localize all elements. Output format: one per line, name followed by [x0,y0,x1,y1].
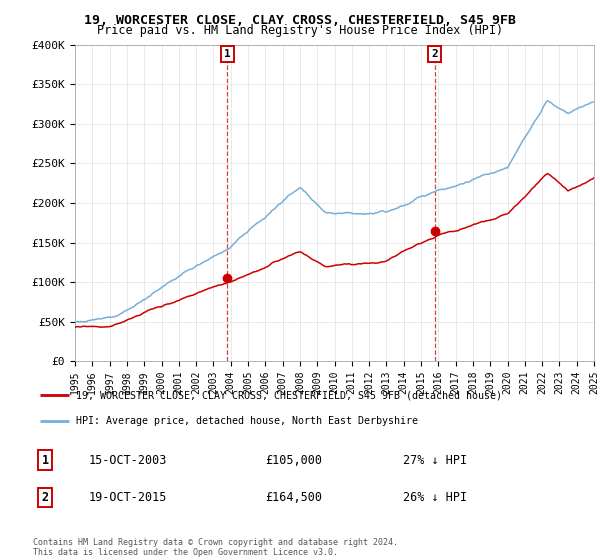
Text: £164,500: £164,500 [265,491,322,504]
Text: Contains HM Land Registry data © Crown copyright and database right 2024.
This d: Contains HM Land Registry data © Crown c… [33,538,398,557]
Text: 19, WORCESTER CLOSE, CLAY CROSS, CHESTERFIELD, S45 9FB (detached house): 19, WORCESTER CLOSE, CLAY CROSS, CHESTER… [76,390,502,400]
Text: 19-OCT-2015: 19-OCT-2015 [88,491,167,504]
Text: HPI: Average price, detached house, North East Derbyshire: HPI: Average price, detached house, Nort… [76,416,418,426]
Text: Price paid vs. HM Land Registry's House Price Index (HPI): Price paid vs. HM Land Registry's House … [97,24,503,37]
Text: 1: 1 [41,454,49,466]
Text: 1: 1 [224,49,230,59]
Text: 2: 2 [431,49,438,59]
Text: 26% ↓ HPI: 26% ↓ HPI [403,491,467,504]
Text: 27% ↓ HPI: 27% ↓ HPI [403,454,467,466]
Text: 2: 2 [41,491,49,504]
Text: 19, WORCESTER CLOSE, CLAY CROSS, CHESTERFIELD, S45 9FB: 19, WORCESTER CLOSE, CLAY CROSS, CHESTER… [84,14,516,27]
Text: £105,000: £105,000 [265,454,322,466]
Text: 15-OCT-2003: 15-OCT-2003 [88,454,167,466]
